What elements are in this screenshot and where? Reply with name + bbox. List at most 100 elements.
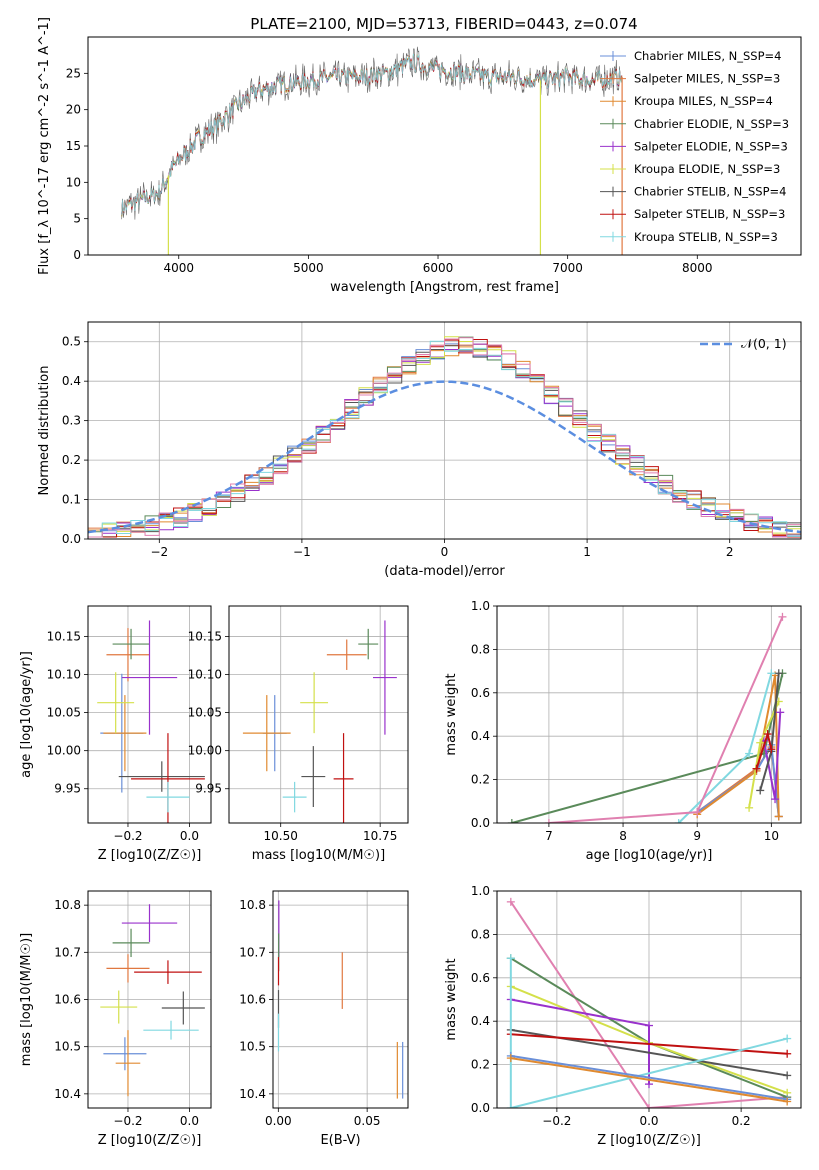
y-tick-label: 0.8 <box>471 642 490 656</box>
x-axis-label: mass [log10(M/M☉)] <box>252 848 385 863</box>
age-vs-Z-panel: −0.2 0.0 9.95 10.00 10.05 10.10 10.15 Z [log10(… <box>19 605 212 863</box>
x-tick-label: 10.50 <box>264 829 298 843</box>
y-axis-label: mass weight <box>444 958 459 1040</box>
residuals-plot-area <box>88 336 801 538</box>
y-tick-label: 10.10 <box>47 668 81 682</box>
y-tick-label: 0 <box>73 248 81 262</box>
mass-weight-vs-Z-panel: −0.2 0.0 0.2 0.0 0.2 0.4 0.6 0.8 1.0 Z [log10(Z/Z… <box>444 884 802 1148</box>
x-tick-label: −0.2 <box>113 829 142 843</box>
figure-title: PLATE=2100, MJD=53713, FIBERID=0443, z=0… <box>250 15 637 33</box>
axes-frame <box>496 890 802 1109</box>
weight-line <box>509 901 788 1108</box>
y-tick-label: 1.0 <box>471 599 490 613</box>
x-tick-label: 0.05 <box>354 1114 381 1128</box>
axes-frame <box>272 890 409 1109</box>
x-tick-label: 0.2 <box>732 1114 751 1128</box>
spectrum-panel: 4000 5000 6000 7000 8000 0 5 10 15 20 25 wavelength… <box>37 17 802 295</box>
y-tick-label: 0.3 <box>62 414 81 428</box>
legend-label: 𝒩(0, 1) <box>741 336 787 351</box>
axes-frame <box>87 321 802 540</box>
y-tick-label: 10.7 <box>54 945 81 959</box>
y-tick-label: 0.0 <box>471 1101 490 1115</box>
y-tick-label: 10.8 <box>54 898 81 912</box>
legend-label: Chabrier MILES, N_SSP=4 <box>634 49 781 63</box>
y-tick-label: 0.0 <box>62 532 81 546</box>
mass-weight-vs-Z-plot-area <box>506 897 792 1108</box>
y-axis-label: mass [log10(M/M☉)] <box>19 933 34 1066</box>
x-tick-label: 10 <box>764 829 779 843</box>
age-vs-Z-plot-area <box>97 620 205 823</box>
y-tick-label: 9.95 <box>54 782 81 796</box>
mass-vs-Z-panel: −0.2 0.0 10.4 10.5 10.6 10.7 10.8 Z [log10(Z/Z☉… <box>19 890 212 1148</box>
x-axis-label: Z [log10(Z/Z☉)] <box>98 848 202 863</box>
y-tick-label: 10.4 <box>54 1087 81 1101</box>
x-tick-label: 2 <box>726 545 734 559</box>
x-tick-label: −2 <box>150 545 168 559</box>
y-tick-label: 15 <box>66 139 81 153</box>
y-tick-label: 0.8 <box>471 927 490 941</box>
mass-vs-Z-plot-area <box>100 904 205 1097</box>
panels: 4000 5000 6000 7000 80000510152025wavelength… <box>19 17 802 1148</box>
x-tick-label: 0.00 <box>265 1114 292 1128</box>
y-tick-label: 10.7 <box>239 945 266 959</box>
x-tick-label: 0.0 <box>180 1114 199 1128</box>
mass-weight-vs-age-plot-area <box>507 612 787 823</box>
age-vs-mass-plot-area <box>242 620 397 823</box>
y-tick-label: 10.00 <box>188 744 222 758</box>
weight-line <box>548 616 784 823</box>
weight-line <box>510 1054 788 1101</box>
x-tick-label: 7 <box>545 829 553 843</box>
y-tick-label: 0.4 <box>471 1014 490 1028</box>
y-tick-label: 10.5 <box>239 1040 266 1054</box>
axes-frame <box>87 605 212 824</box>
x-tick-label: 8000 <box>682 261 713 275</box>
weight-line <box>696 675 780 817</box>
y-tick-label: 0.2 <box>62 453 81 467</box>
axes-frame <box>496 605 802 824</box>
legend-label: Salpeter ELODIE, N_SSP=3 <box>634 139 788 153</box>
x-tick-label: 1 <box>583 545 591 559</box>
legend-label: Chabrier STELIB, N_SSP=4 <box>634 185 786 199</box>
y-axis-label: age [log10(age/yr)] <box>19 651 34 778</box>
x-axis-label: wavelength [Angstrom, rest frame] <box>330 280 559 295</box>
legend-label: Chabrier ELODIE, N_SSP=3 <box>634 117 789 131</box>
y-tick-label: 0.6 <box>471 686 490 700</box>
y-tick-label: 10.15 <box>47 629 81 643</box>
x-axis-label: Z [log10(Z/Z☉)] <box>98 1133 202 1148</box>
residuals-panel: −2 −1 0 1 2 0.0 0.1 0.2 0.3 0.4 0.5 (data-model)/er… <box>37 321 802 579</box>
legend-label: Salpeter STELIB, N_SSP=3 <box>634 207 785 221</box>
x-tick-label: −0.2 <box>542 1114 571 1128</box>
x-axis-label: Z [log10(Z/Z☉)] <box>597 1133 701 1148</box>
y-tick-label: 10.6 <box>54 993 81 1007</box>
x-tick-label: −1 <box>293 545 311 559</box>
legend-label: Kroupa MILES, N_SSP=4 <box>634 94 773 108</box>
y-tick-label: 1.0 <box>471 884 490 898</box>
x-tick-label: 4000 <box>163 261 194 275</box>
x-tick-label: 0.0 <box>639 1114 658 1128</box>
x-tick-label: 0.0 <box>180 829 199 843</box>
axes-frame <box>87 36 802 256</box>
x-tick-label: −0.2 <box>113 1114 142 1128</box>
y-tick-label: 10.10 <box>188 668 222 682</box>
y-tick-label: 0.5 <box>62 335 81 349</box>
y-tick-label: 10.8 <box>239 898 266 912</box>
x-tick-label: 10.75 <box>363 829 397 843</box>
axes-frame <box>228 605 409 824</box>
spectrum-plot-area <box>121 46 623 255</box>
x-tick-label: 5000 <box>293 261 324 275</box>
gaussian-curve <box>88 380 801 534</box>
y-tick-label: 0.6 <box>471 971 490 985</box>
x-axis-label: (data-model)/error <box>384 564 505 579</box>
y-axis-label: mass weight <box>444 673 459 755</box>
y-tick-label: 0.0 <box>471 816 490 830</box>
axes-frame <box>87 890 212 1109</box>
y-tick-label: 20 <box>66 103 81 117</box>
mass-vs-EBV-panel: 0.00 0.05 10.4 10.5 10.6 10.7 10.8 E(B-V) <box>239 890 409 1148</box>
y-tick-label: 10.4 <box>239 1087 266 1101</box>
mass-weight-vs-age-panel: 7 8 9 10 0.0 0.2 0.4 0.6 0.8 1.0 age [log10(age/yr… <box>444 599 802 863</box>
x-tick-label: 9 <box>693 829 701 843</box>
y-tick-label: 9.95 <box>195 782 222 796</box>
x-axis-label: age [log10(age/yr)] <box>586 848 713 863</box>
y-tick-label: 0.4 <box>471 729 490 743</box>
